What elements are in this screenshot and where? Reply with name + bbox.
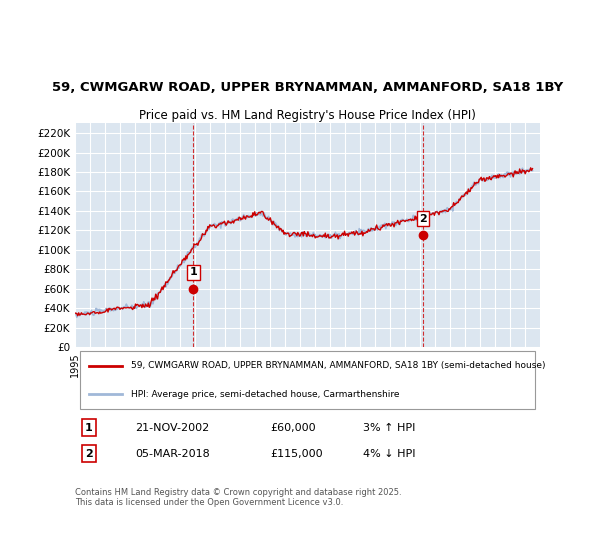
Text: £115,000: £115,000 (270, 449, 323, 459)
Text: 4% ↓ HPI: 4% ↓ HPI (364, 449, 416, 459)
Text: 21-NOV-2002: 21-NOV-2002 (136, 423, 210, 433)
Text: 1: 1 (190, 267, 197, 277)
Text: 59, CWMGARW ROAD, UPPER BRYNAMMAN, AMMANFORD, SA18 1BY: 59, CWMGARW ROAD, UPPER BRYNAMMAN, AMMAN… (52, 81, 563, 94)
Text: 1: 1 (85, 423, 93, 433)
FancyBboxPatch shape (80, 351, 535, 409)
Text: HPI: Average price, semi-detached house, Carmarthenshire: HPI: Average price, semi-detached house,… (131, 390, 400, 399)
Text: 2: 2 (85, 449, 93, 459)
Text: Contains HM Land Registry data © Crown copyright and database right 2025.
This d: Contains HM Land Registry data © Crown c… (75, 488, 401, 507)
Text: 05-MAR-2018: 05-MAR-2018 (136, 449, 210, 459)
Text: 3% ↑ HPI: 3% ↑ HPI (364, 423, 416, 433)
Text: £60,000: £60,000 (270, 423, 316, 433)
Text: 59, CWMGARW ROAD, UPPER BRYNAMMAN, AMMANFORD, SA18 1BY (semi-detached house): 59, CWMGARW ROAD, UPPER BRYNAMMAN, AMMAN… (131, 361, 545, 370)
Text: Price paid vs. HM Land Registry's House Price Index (HPI): Price paid vs. HM Land Registry's House … (139, 109, 476, 122)
Text: 2: 2 (419, 214, 427, 223)
